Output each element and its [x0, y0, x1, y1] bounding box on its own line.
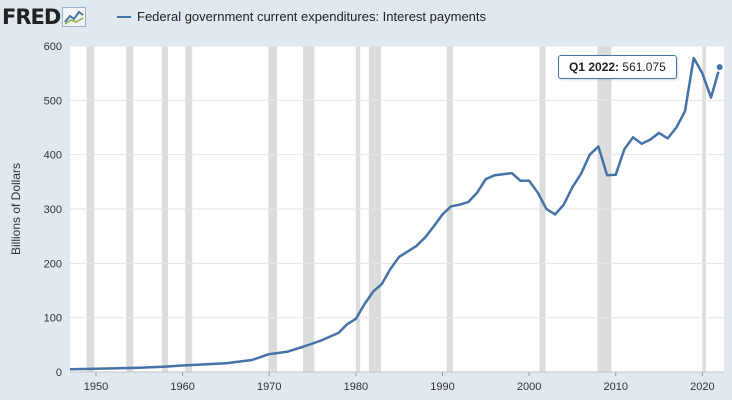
y-axis: 0 100 200 300 400 500 600	[44, 41, 62, 379]
y-tick-label: 400	[44, 150, 62, 162]
y-tick-label: 300	[44, 204, 62, 216]
x-axis: 1950 1960 1970 1980 1990 2000 2010 2020	[84, 372, 715, 393]
x-tick-label: 2010	[603, 381, 627, 393]
chart-header: FRED Federal government current expendit…	[0, 0, 732, 36]
y-tick-label: 200	[44, 258, 62, 270]
fred-logo[interactable]: FRED	[2, 4, 87, 30]
chart-legend: Federal government current expenditures:…	[117, 9, 486, 24]
fred-line-chart-icon	[62, 7, 87, 27]
x-tick-label: 2000	[517, 381, 541, 393]
legend-swatch	[117, 15, 131, 18]
x-tick-label: 2020	[690, 381, 714, 393]
x-tick-label: 1990	[430, 381, 454, 393]
y-tick-label: 600	[44, 41, 62, 53]
fred-logo-text: FRED	[2, 5, 61, 29]
y-axis-label: Billions of Dollars	[9, 163, 23, 255]
x-tick-label: 1950	[84, 381, 108, 393]
series-point-last[interactable]	[714, 62, 725, 73]
tooltip-label: Q1 2022:	[569, 60, 620, 74]
data-tooltip: Q1 2022: 561.075	[558, 55, 677, 79]
x-tick-label: 1960	[170, 381, 194, 393]
x-tick-label: 1980	[344, 381, 368, 393]
y-tick-label: 0	[56, 367, 62, 379]
x-tick-label: 1970	[257, 381, 281, 393]
legend-label: Federal government current expenditures:…	[137, 9, 487, 24]
tooltip-value: 561.075	[622, 60, 666, 74]
series-line[interactable]	[69, 56, 721, 371]
y-tick-label: 100	[44, 313, 62, 325]
y-tick-label: 500	[44, 95, 62, 107]
